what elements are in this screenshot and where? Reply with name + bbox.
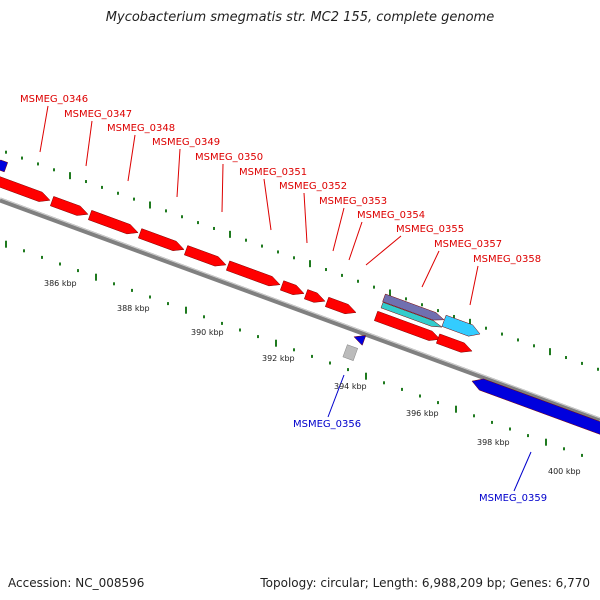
gene-label-forward: MSMEG_0352 bbox=[279, 181, 347, 192]
gene-arrow-MSMEG_0348[interactable] bbox=[87, 209, 139, 235]
label-leader-forward bbox=[263, 178, 272, 231]
scale-label: 398 kbp bbox=[477, 438, 510, 447]
scale-label: 396 kbp bbox=[406, 409, 439, 418]
label-leader-forward bbox=[332, 207, 345, 252]
backbone-line bbox=[0, 197, 600, 423]
gene-arrow-MSMEG_0358[interactable] bbox=[435, 333, 473, 353]
scale-label: 386 kbp bbox=[44, 279, 77, 288]
gene-box-grey[interactable] bbox=[342, 344, 359, 361]
gene-arrow-MSMEG_0353[interactable] bbox=[303, 289, 326, 303]
gene-arrow-MSMEG_0351[interactable] bbox=[225, 260, 281, 287]
gene-label-reverse: MSMEG_0356 bbox=[293, 419, 361, 430]
scale-labels: 386 kbp 388 kbp 390 kbp 392 kbp 394 kbp 396 k… bbox=[44, 279, 581, 476]
label-leader-forward bbox=[303, 192, 308, 244]
gene-label-forward: MSMEG_0350 bbox=[195, 152, 263, 163]
gene-label-forward: MSMEG_0347 bbox=[64, 109, 132, 120]
label-leader-forward bbox=[469, 265, 479, 306]
gene-arrow-MSMEG_0355-rna[interactable] bbox=[382, 293, 445, 321]
gene-track[interactable] bbox=[0, 159, 600, 437]
gene-arrow-MSMEG_0347[interactable] bbox=[49, 196, 89, 216]
gene-labels: MSMEG_0346 MSMEG_0347 MSMEG_0348 MSMEG_0349… bbox=[20, 94, 547, 504]
gene-label-forward: MSMEG_0358 bbox=[473, 254, 541, 265]
label-leader-forward bbox=[421, 250, 440, 288]
genome-backbone bbox=[0, 197, 600, 423]
label-leader-forward bbox=[348, 221, 363, 261]
gene-label-forward: MSMEG_0349 bbox=[152, 137, 220, 148]
gene-label-forward: MSMEG_0354 bbox=[357, 210, 425, 221]
scale-label: 388 kbp bbox=[117, 304, 150, 313]
gene-label-forward: MSMEG_0353 bbox=[319, 196, 387, 207]
backbone-highlight bbox=[0, 197, 600, 419]
gene-arrow-MSMEG_0350[interactable] bbox=[183, 245, 227, 267]
gene-label-forward: MSMEG_0355 bbox=[396, 224, 464, 235]
gene-label-forward: MSMEG_0348 bbox=[107, 123, 175, 134]
gene-arrow-MSMEG_0356[interactable] bbox=[353, 335, 367, 346]
gene-arrow-MSMEG_0354[interactable] bbox=[324, 296, 357, 315]
scale-label: 394 kbp bbox=[334, 382, 367, 391]
gene-label-forward: MSMEG_0357 bbox=[434, 239, 502, 250]
gene-label-forward: MSMEG_0351 bbox=[239, 167, 307, 178]
gene-arrow-MSMEG_0357[interactable] bbox=[373, 310, 441, 341]
scale-label: 392 kbp bbox=[262, 354, 295, 363]
gene-arrow-MSMEG_0349[interactable] bbox=[137, 228, 185, 251]
gene-arrow-MSMEG_0346[interactable] bbox=[0, 174, 51, 202]
gene-label-reverse: MSMEG_0359 bbox=[479, 493, 547, 504]
gene-arrow-rna-stripe[interactable] bbox=[380, 301, 443, 328]
gene-arrow-MSMEG_0359[interactable] bbox=[471, 378, 600, 437]
gene-arrow-rna-cyan[interactable] bbox=[441, 314, 481, 337]
gc-content-track bbox=[5, 150, 599, 457]
label-leader-forward bbox=[221, 163, 224, 213]
genome-summary-text: Topology: circular; Length: 6,988,209 bp… bbox=[260, 576, 590, 590]
gene-arrow-MSMEG_0352[interactable] bbox=[279, 280, 305, 295]
label-leader-forward bbox=[176, 148, 181, 198]
map-title: Mycobacterium smegmatis str. MC2 155, co… bbox=[105, 10, 495, 25]
label-leader-forward bbox=[365, 235, 402, 266]
gene-label-forward: MSMEG_0346 bbox=[20, 94, 88, 105]
scale-label: 400 kbp bbox=[548, 467, 581, 476]
label-leader-forward bbox=[127, 134, 136, 182]
scale-label: 390 kbp bbox=[191, 328, 224, 337]
gene-arrow-reverse-left[interactable] bbox=[0, 159, 9, 173]
accession-text: Accession: NC_008596 bbox=[8, 576, 145, 590]
label-leaders bbox=[39, 105, 532, 492]
label-leader-forward bbox=[39, 105, 49, 153]
label-leader-reverse bbox=[513, 451, 532, 492]
label-leader-reverse bbox=[327, 374, 345, 418]
label-leader-forward bbox=[85, 120, 93, 167]
